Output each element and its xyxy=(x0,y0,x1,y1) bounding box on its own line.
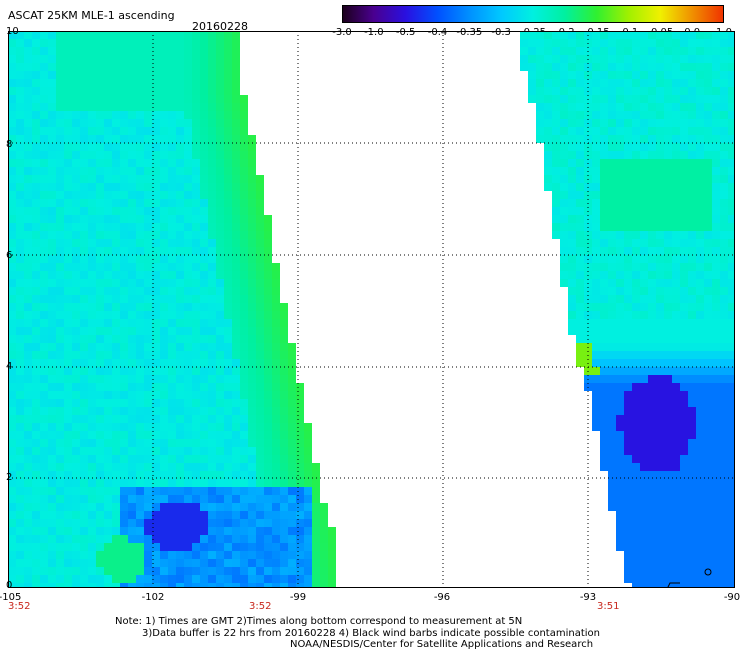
plot-date: 20160228 xyxy=(192,20,248,33)
colorbar-gradient xyxy=(342,5,724,23)
lat-tick-6: 6 xyxy=(6,250,13,261)
ascat-swath-map xyxy=(8,31,735,588)
colorbar-tick-label: -0.4 xyxy=(427,27,448,38)
map-frame xyxy=(8,31,735,588)
plot-title: ASCAT 25KM MLE-1 ascending xyxy=(8,9,175,22)
colorbar-tick-label: -3.0 xyxy=(332,27,352,38)
lon-tick-90: -90 xyxy=(723,592,740,603)
lon-tick-99: -99 xyxy=(289,592,307,603)
lat-tick-8: 8 xyxy=(6,139,13,150)
lat-tick-0: 0 xyxy=(6,580,13,591)
lon-tick-96: -96 xyxy=(433,592,451,603)
time-label-left: 3:52 xyxy=(8,601,31,612)
data-cells xyxy=(8,31,735,588)
island-marker xyxy=(704,568,712,576)
note-line-3: NOAA/NESDIS/Center for Satellite Applica… xyxy=(290,639,594,650)
grid-lines xyxy=(8,31,735,588)
colorbar-tick-label: -0.3 xyxy=(491,27,511,38)
lat-tick-4: 4 xyxy=(6,361,13,372)
time-label-middle: 3:52 xyxy=(249,601,272,612)
note-line-2: 3)Data buffer is 22 hrs from 20160228 4)… xyxy=(142,628,600,639)
lat-tick-10: 10 xyxy=(6,26,19,37)
colorbar-tick-label: -0.35 xyxy=(456,27,483,38)
coastline xyxy=(666,582,680,588)
colorbar xyxy=(342,5,724,23)
colorbar-tick-label: -0.5 xyxy=(395,27,416,38)
time-label-right: 3:51 xyxy=(597,601,620,612)
note-line-1: Note: 1) Times are GMT 2)Times along bot… xyxy=(115,616,523,627)
colorbar-tick-label: -1.0 xyxy=(364,27,384,38)
lon-tick-102: -102 xyxy=(141,592,165,603)
lon-tick-93: -93 xyxy=(579,592,597,603)
lon-tick-105: -105 xyxy=(0,592,22,603)
lat-tick-2: 2 xyxy=(6,472,13,483)
